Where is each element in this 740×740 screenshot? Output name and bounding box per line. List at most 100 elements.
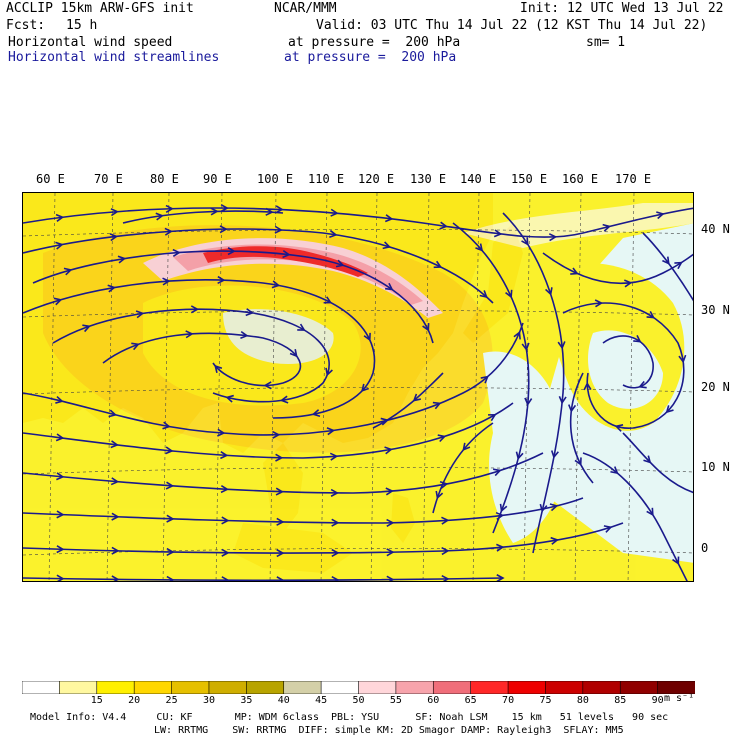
streamline-arrow [166,514,175,523]
colorbar-tick-label: 25 [165,695,178,706]
colorbar-tick-label: 90 [651,695,664,706]
streamline-arrow [330,208,339,217]
colorbar-swatch [582,681,622,694]
streamline-arrow [674,261,683,270]
colorbar-swatch [320,681,360,694]
streamline-arrow [521,342,530,352]
streamline-arrow [162,277,171,286]
streamline-arrow [384,214,394,223]
streamline-arrow [210,207,219,216]
streamline-arrow [166,575,175,581]
lon-label: 160 E [562,172,599,186]
colorbar-swatch [507,681,547,694]
lon-label: 90 E [203,172,232,186]
streamline-arrow [162,421,171,430]
jet-core [203,246,368,277]
meridian-line [106,193,114,581]
streamline-arrow [493,229,503,238]
streamline-arrow [488,413,497,422]
streamline-arrow [656,211,665,220]
lat-label: 30 N [701,303,730,317]
lon-label: 170 E [615,172,652,186]
colorbar-tick-label: 75 [539,695,552,706]
streamline [542,252,693,285]
colorbar-swatch [171,681,210,694]
streamline [122,210,284,224]
streamline-arrow [646,507,654,517]
streamline-arrow [524,397,533,407]
streamline-arrow [439,480,449,489]
streamline-arrow [276,576,285,581]
meridian-line [269,193,277,581]
streamline-arrow [479,290,488,299]
streamline-arrow [492,468,502,477]
colorbar-tick-label: 50 [352,695,365,706]
streamline-arrow [271,280,281,289]
streamline-arrow [190,305,200,314]
smoothing-label: sm= 1 [586,35,626,50]
streamline-arrow [363,332,371,342]
streamline-arrow [276,517,285,526]
lat-label: 20 N [701,380,730,394]
streamline-arrow [435,490,444,500]
meridian-line [370,193,378,581]
streamline-arrow [412,393,421,402]
colorbar-swatch [432,681,472,694]
colorbar-swatch [208,681,248,694]
parallel-line [23,548,693,556]
streamline-arrow [263,381,272,390]
streamline-arrow [385,487,394,496]
streamline-arrow [326,427,336,436]
streamline-arrow [111,546,120,555]
streamline-arrow [513,330,521,340]
lon-label: 140 E [460,172,497,186]
streamline-arrow [282,249,291,259]
streamline-arrow [539,503,548,513]
streamline-arrow [602,223,612,232]
streamline-arrow [360,383,369,393]
streamline-arrow [323,296,333,304]
streamline-arrow [614,424,624,432]
streamline-arrow [422,323,430,332]
streamline-arrow [672,556,680,566]
streamline-arrow [583,381,592,391]
streamline-arrow [441,574,450,581]
colorbar-swatch [470,681,509,694]
streamline-arrow [557,341,566,350]
streamline-arrow [335,259,345,268]
streamline-arrow [108,409,118,418]
streamline-arrow [185,330,194,339]
streamline-arrow [386,575,395,581]
streamline [602,335,654,389]
streamline-arrow [220,484,229,494]
colorbar-tick-label: 80 [576,695,589,706]
colorbar-swatch [22,681,61,694]
streamline-arrow [550,450,559,459]
streamline-arrow [274,225,283,234]
streamline-arrow [594,299,604,308]
streamline-arrow [623,279,633,288]
streamline-arrow [480,375,489,384]
streamline-arrow [297,323,306,331]
streamline-arrow [382,241,392,250]
meridian-line [627,193,635,581]
lat-lon-grid [23,193,693,581]
streamline-arrow [166,547,175,557]
streamline [23,228,494,304]
forecast-hours: 15 h [66,18,98,33]
init-time: Init: 12 UTC Wed 13 Jul 22 [520,1,724,16]
streamline-arrow [574,457,582,466]
streamline-arrow [505,289,513,299]
lon-label: 70 E [94,172,123,186]
streamline-arrow [570,267,579,275]
lat-label: 10 N [701,460,730,474]
streamline-arrow [107,284,116,293]
streamline-arrow [385,282,394,291]
streamline-arrow [610,466,619,475]
wind-streamlines [23,203,693,581]
streamline-arrow [558,396,567,405]
wind-map-canvas [23,193,693,581]
streamline [372,372,444,429]
streamline-arrow [164,227,173,236]
colorbar-swatch [395,681,435,694]
